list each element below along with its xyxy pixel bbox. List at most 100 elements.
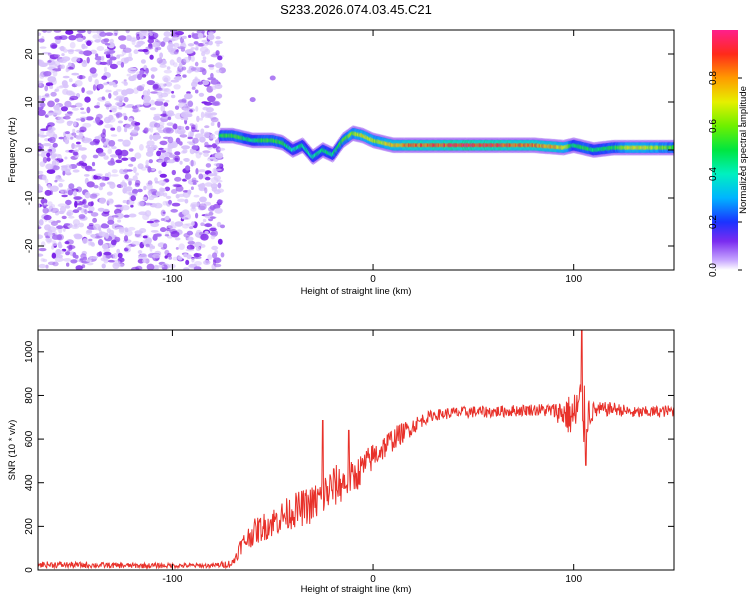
noise-speckle [40,134,48,138]
noise-speckle [202,106,209,111]
noise-speckle [210,234,216,240]
noise-speckle [99,31,107,37]
noise-speckle [158,180,167,186]
noise-speckle [84,209,88,215]
noise-speckle [146,220,154,224]
noise-speckle [200,222,205,226]
noise-speckle [249,97,256,103]
noise-speckle [110,239,117,246]
noise-speckle [174,151,181,156]
noise-speckle [112,83,118,88]
noise-speckle [101,263,106,269]
noise-speckle [104,43,111,46]
noise-speckle [215,36,221,40]
noise-speckle [95,116,101,123]
y-tick-label: 200 [24,518,35,535]
noise-speckle [78,147,87,151]
noise-speckle [201,68,207,76]
noise-speckle [135,179,141,186]
noise-speckle [168,199,172,205]
x-tick-label: -100 [162,574,182,585]
noise-speckle [191,145,199,151]
noise-speckle [125,35,132,41]
noise-speckle [68,78,73,83]
noise-speckle [58,183,63,188]
noise-speckle [200,244,206,248]
noise-speckle [136,33,141,41]
noise-speckle [151,168,155,171]
noise-speckle [160,209,166,217]
noise-speckle [53,105,60,111]
noise-speckle [54,158,61,161]
noise-speckle [195,246,201,252]
noise-speckle [88,205,95,212]
noise-speckle [149,134,154,140]
noise-speckle [133,49,139,55]
colorbar-tick-label: 0.4 [708,167,719,181]
noise-speckle [137,201,145,207]
noise-speckle [133,166,137,173]
noise-speckle [93,223,101,231]
noise-speckle [50,221,58,226]
noise-speckle [191,86,196,90]
noise-speckle [175,137,181,145]
noise-speckle [128,213,137,218]
noise-speckle [198,186,206,192]
noise-speckle [149,54,154,60]
noise-speckle [70,136,74,140]
noise-speckle [130,157,137,162]
noise-speckle [175,194,180,199]
noise-speckle [61,215,67,220]
noise-speckle [217,182,222,189]
noise-speckle [76,144,82,148]
noise-speckle [84,96,91,103]
noise-speckle [86,56,90,64]
noise-speckle [69,41,76,49]
noise-speckle [156,265,165,268]
noise-speckle [152,83,159,89]
noise-speckle [71,132,77,136]
noise-speckle [116,248,121,254]
y-tick-label: 0 [24,147,35,153]
noise-speckle [65,30,74,35]
y-tick-label: 1000 [24,340,35,363]
noise-speckle [42,258,48,263]
x-tick-label: 100 [565,574,582,585]
noise-speckle [153,32,159,39]
noise-speckle [81,154,87,160]
noise-speckle [213,175,221,181]
noise-speckle [149,126,154,133]
noise-speckle [159,64,167,68]
noise-speckle [269,75,276,81]
noise-speckle [170,208,178,213]
noise-speckle [97,152,106,157]
noise-speckle [175,30,184,36]
noise-speckle [72,107,79,111]
noise-speckle [43,71,52,77]
noise-speckle [73,121,77,127]
noise-speckle [159,140,168,146]
noise-speckle [112,253,118,259]
noise-speckle [174,237,181,241]
noise-speckle [86,262,94,266]
noise-speckle [39,102,46,108]
noise-speckle [47,126,54,134]
noise-speckle [143,127,149,134]
colorbar-label: Normalized spectral amplitude [738,86,749,214]
noise-speckle [163,31,171,37]
noise-speckle [142,90,149,97]
noise-speckle [103,155,109,160]
noise-speckle [121,205,130,211]
noise-speckle [62,75,70,79]
noise-speckle [109,63,118,70]
noise-speckle [103,82,108,86]
noise-speckle [55,160,60,166]
noise-speckle [170,47,178,51]
noise-speckle [38,153,42,157]
noise-speckle [145,243,150,248]
noise-speckle [163,69,172,74]
colorbar-tick-label: 0.2 [708,215,719,229]
noise-speckle [72,169,80,173]
